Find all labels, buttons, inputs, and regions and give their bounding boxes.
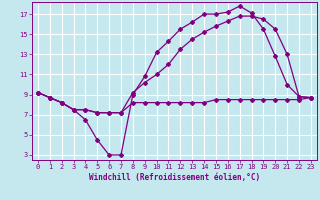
X-axis label: Windchill (Refroidissement éolien,°C): Windchill (Refroidissement éolien,°C) — [89, 173, 260, 182]
